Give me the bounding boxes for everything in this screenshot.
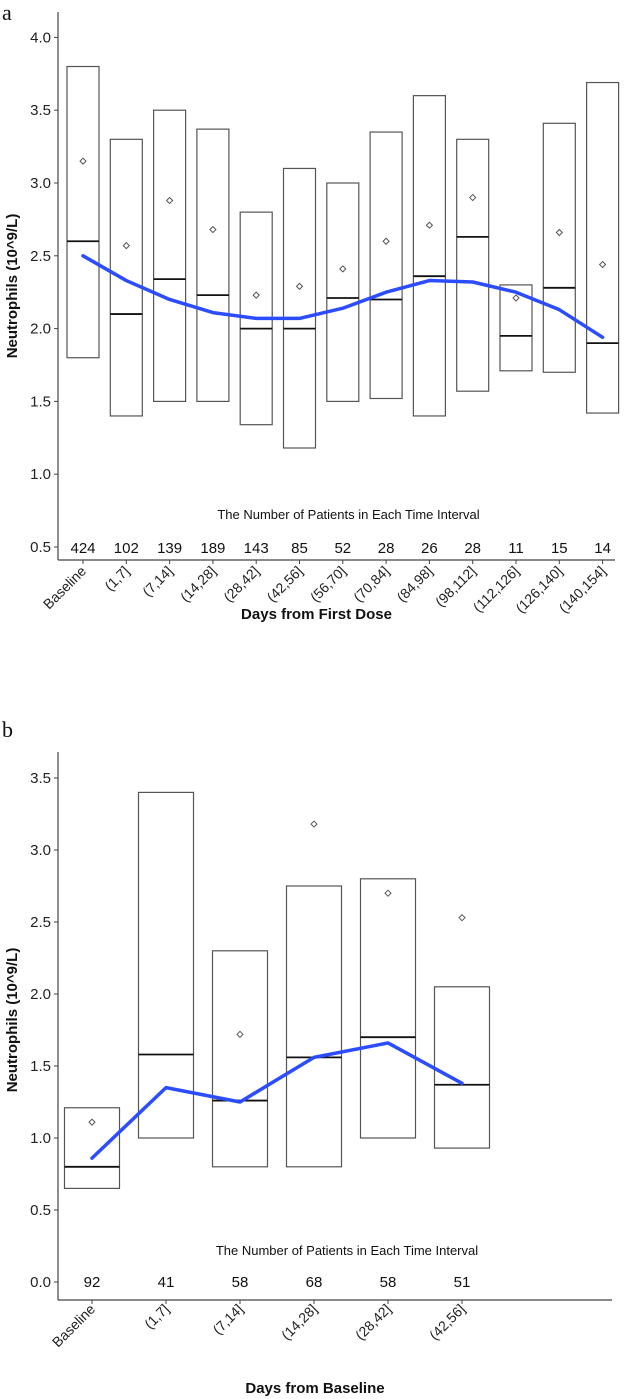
mean-marker-10 [512,294,520,302]
patient-count: 15 [551,540,568,557]
patient-count: 189 [200,540,225,557]
box-1 [137,791,195,1139]
x-tick-label: (42,56] [263,563,305,605]
y-tick-label: 3.5 [30,770,51,787]
box-2 [211,950,269,1168]
box-5 [433,986,491,1149]
mean-marker-12 [598,260,607,269]
mean-marker-2 [165,196,174,205]
trend-line [81,254,605,340]
patient-count: 11 [508,540,524,557]
y-tick-label: 3.0 [30,842,51,859]
x-tick-label: (126,140] [512,563,565,616]
patient-count: 85 [291,540,308,557]
mean-marker-7 [382,237,390,245]
mean-marker-8 [425,221,434,229]
patient-count: 424 [70,540,95,557]
patient-count: 143 [244,540,269,557]
y-tick-label: 0.5 [30,539,51,556]
x-tick-label: (7,14] [209,1301,246,1338]
panel-label: b [2,717,13,742]
x-tick-label: (56,70] [307,563,349,605]
x-tick-label: (70,84] [350,563,392,605]
mean-marker-4 [252,291,260,299]
trend-line [90,1041,464,1160]
box-10 [499,284,533,372]
x-tick-label: (28,42] [352,1301,394,1343]
box-8 [412,95,446,417]
x-tick-label: (14,28] [278,1301,320,1343]
mean-marker-6 [339,265,347,273]
patient-count: 92 [84,1274,101,1291]
x-tick-label: Baseline [49,1301,98,1350]
x-tick-label: (1,7] [101,563,132,594]
mean-marker-3 [209,225,217,234]
patient-count: 139 [157,540,182,557]
y-tick-label: 1.0 [30,1130,51,1147]
mean-marker-1 [122,241,131,250]
panel-label: a [2,0,12,25]
y-axis-title: Neutrophils (10^9/L) [4,214,21,359]
x-tick-label: (140,154] [556,563,609,616]
patient-count: 52 [334,540,351,557]
box-9 [456,138,490,392]
y-tick-label: 0.0 [30,1274,51,1291]
y-axis-title: Neutrophils (10^9/L) [4,948,21,1093]
mean-marker-9 [468,193,477,202]
mean-marker-2 [236,1030,244,1039]
box-11 [542,122,576,373]
x-axis-title: Days from Baseline [245,1380,384,1397]
count-annotation: The Number of Patients in Each Time Inte… [216,1243,478,1258]
box-0 [63,1107,121,1190]
mean-marker-0 [79,157,87,165]
y-tick-label: 3.0 [30,175,51,192]
patient-count: 58 [232,1274,249,1291]
y-tick-label: 1.0 [30,466,51,483]
mean-marker-5 [295,282,304,291]
mean-marker-3 [310,820,318,828]
mean-marker-11 [555,228,564,237]
patient-count: 26 [421,540,438,557]
patient-count: 28 [378,540,395,557]
x-tick-label: Baseline [40,563,89,612]
patient-count: 28 [464,540,481,557]
box-0 [66,65,100,359]
count-annotation: The Number of Patients in Each Time Inte… [217,507,479,522]
y-tick-label: 4.0 [30,29,51,46]
mean-marker-4 [384,889,392,897]
x-tick-label: (1,7] [141,1301,172,1332]
box-5 [282,167,317,449]
box-12 [585,81,620,414]
x-axis-title: Days from First Dose [241,606,392,623]
patient-count: 41 [158,1274,175,1291]
y-tick-label: 0.5 [30,1202,51,1219]
box-6 [326,182,360,402]
patient-count: 14 [594,540,611,557]
y-tick-label: 1.5 [30,1058,51,1075]
box-1 [109,138,143,417]
y-tick-label: 2.5 [30,248,51,265]
y-tick-label: 3.5 [30,102,51,119]
x-tick-label: (14,28] [177,563,219,605]
patient-count: 68 [306,1274,323,1291]
y-tick-label: 2.0 [30,986,51,1003]
mean-marker-5 [458,913,466,922]
patient-count: 102 [114,540,139,557]
x-tick-label: (42,56] [426,1301,468,1343]
x-tick-label: (28,42] [220,563,262,605]
mean-marker-0 [88,1118,96,1126]
x-tick-label: (84,98] [393,563,435,605]
box-2 [153,109,187,403]
box-7 [369,131,403,400]
x-tick-label: (7,14] [139,563,176,600]
patient-count: 58 [380,1274,397,1291]
y-tick-label: 2.0 [30,321,51,338]
box-3 [285,885,343,1168]
box-4 [359,878,417,1139]
box-3 [196,128,230,403]
patient-count: 51 [454,1274,471,1291]
y-tick-label: 2.5 [30,914,51,931]
y-tick-label: 1.5 [30,393,51,410]
